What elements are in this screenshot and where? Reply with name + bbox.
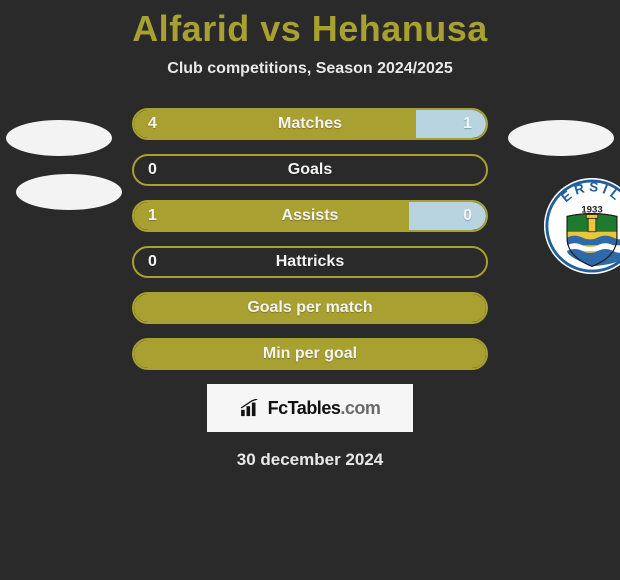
stat-bar: Assists10 xyxy=(132,200,488,232)
stat-row: Min per goal xyxy=(0,338,620,370)
stats-section: Matches41Goals0Assists10Hattricks0Goals … xyxy=(0,108,620,370)
comparison-card: Alfarid vs Hehanusa Club competitions, S… xyxy=(0,0,620,470)
stat-row: Goals0 xyxy=(0,154,620,186)
fctables-text: FcTables.com xyxy=(268,398,381,419)
stat-row: Assists10 xyxy=(0,200,620,232)
bar-fill-left xyxy=(134,110,416,138)
fctables-main: FcTables xyxy=(268,398,341,418)
stat-value-right: 0 xyxy=(463,207,472,225)
stat-value-left: 1 xyxy=(148,207,157,225)
stat-label: Goals xyxy=(134,161,486,179)
bar-fill-left xyxy=(134,202,409,230)
stat-value-left: 0 xyxy=(148,161,157,179)
stat-label: Hattricks xyxy=(134,253,486,271)
stat-bar: Hattricks0 xyxy=(132,246,488,278)
page-subtitle: Club competitions, Season 2024/2025 xyxy=(0,60,620,78)
stat-row: Matches41 xyxy=(0,108,620,140)
stat-row: Goals per match xyxy=(0,292,620,324)
stat-value-left: 4 xyxy=(148,115,157,133)
fctables-badge[interactable]: FcTables.com xyxy=(207,384,413,432)
chart-icon xyxy=(240,399,262,417)
stat-bar: Goals per match xyxy=(132,292,488,324)
bar-fill xyxy=(134,294,486,322)
stat-row: Hattricks0 xyxy=(0,246,620,278)
stat-bar: Goals0 xyxy=(132,154,488,186)
bar-fill xyxy=(134,340,486,368)
bar-fill-right xyxy=(416,110,486,138)
page-title: Alfarid vs Hehanusa xyxy=(0,8,620,50)
stat-bar: Min per goal xyxy=(132,338,488,370)
stat-value-right: 1 xyxy=(463,115,472,133)
stat-value-left: 0 xyxy=(148,253,157,271)
stat-bar: Matches41 xyxy=(132,108,488,140)
date-text: 30 december 2024 xyxy=(0,450,620,470)
bar-fill-right xyxy=(409,202,486,230)
fctables-suffix: .com xyxy=(340,398,380,418)
